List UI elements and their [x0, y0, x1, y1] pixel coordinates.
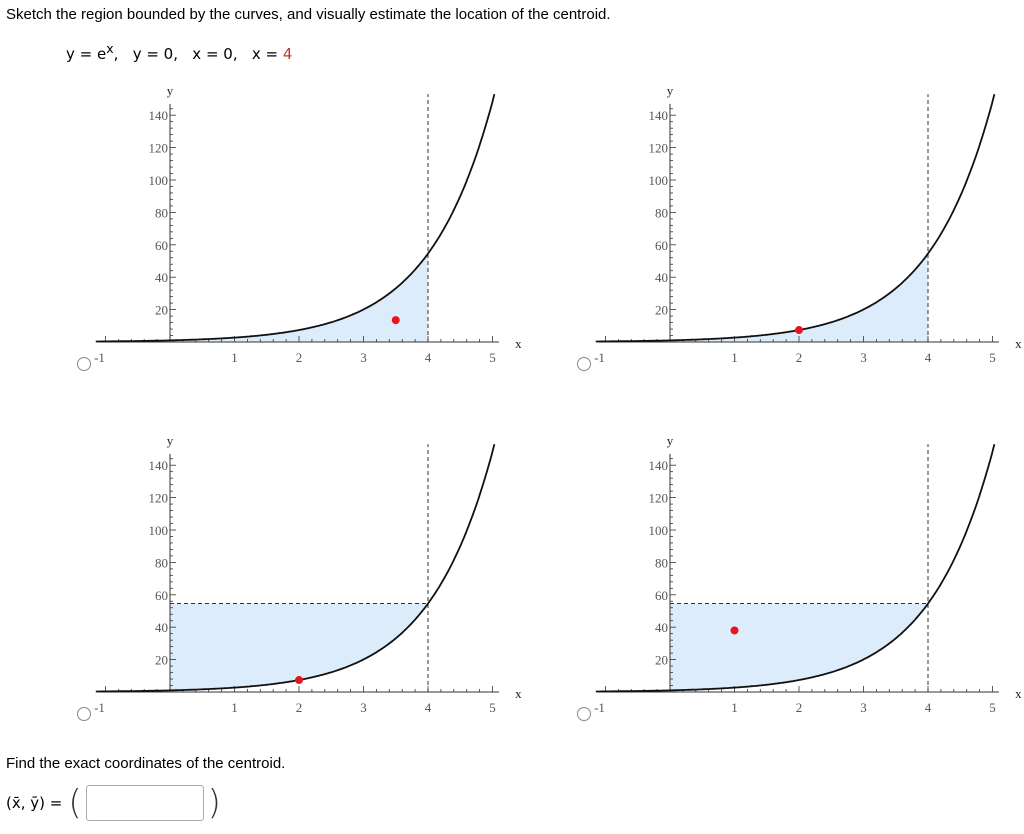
y-tick-label: 140: [149, 108, 169, 123]
graph-1-svg: -1 1 2 3 4 5 20 40 60 80 100 120 140 x y: [94, 83, 522, 365]
radio-option-3[interactable]: [77, 707, 91, 721]
find-prompt: Find the exact coordinates of the centro…: [6, 755, 286, 772]
x-tick-label: -1: [94, 350, 105, 365]
radio-option-4[interactable]: [577, 707, 591, 721]
curve-exp: [595, 443, 996, 693]
x-tick-label: 5: [489, 700, 496, 715]
eq-rest: , y = 0, x = 0, x =: [113, 45, 283, 63]
y-axis-label: y: [667, 83, 674, 98]
graph-option-4[interactable]: -1 1 2 3 4 5 20 40 60 80 100 120 140 x y: [572, 428, 1024, 768]
y-tick-label: 140: [649, 108, 669, 123]
x-tick-label: 3: [360, 350, 367, 365]
radio-option-1[interactable]: [77, 357, 91, 371]
y-tick-label: 60: [155, 238, 168, 253]
y-tick-label: 100: [649, 523, 669, 538]
centroid-point: [391, 316, 400, 325]
y-tick-label: 40: [655, 270, 668, 285]
x-tick-label: 4: [425, 350, 432, 365]
x-tick-label: 2: [796, 700, 803, 715]
x-tick-label: 4: [925, 350, 932, 365]
centroid-label: (x̄, ȳ) =: [6, 794, 63, 812]
x-tick-label: 3: [860, 350, 867, 365]
x-tick-label: 1: [731, 700, 738, 715]
x-tick-label: -1: [594, 700, 605, 715]
question-prompt: Sketch the region bounded by the curves,…: [6, 6, 611, 23]
y-tick-label: 40: [655, 620, 668, 635]
x-tick-label: 3: [360, 700, 367, 715]
y-tick-label: 40: [155, 620, 168, 635]
x-tick-label: 4: [425, 700, 432, 715]
x-axis-label: x: [515, 686, 522, 701]
x-tick-label: 4: [925, 700, 932, 715]
graph-3-svg: -1 1 2 3 4 5 20 40 60 80 100 120 140 x y: [94, 433, 522, 715]
close-paren: ): [207, 783, 221, 823]
shaded-region: [670, 603, 928, 691]
open-paren: (: [68, 783, 82, 823]
curve-exp: [95, 93, 496, 343]
y-tick-label: 80: [655, 555, 668, 570]
shaded-region: [670, 253, 928, 342]
x-tick-label: 1: [731, 350, 738, 365]
y-tick-label: 20: [655, 653, 668, 668]
graph-4-svg: -1 1 2 3 4 5 20 40 60 80 100 120 140 x y: [594, 433, 1022, 715]
graph-option-3[interactable]: -1 1 2 3 4 5 20 40 60 80 100 120 140 x y: [72, 428, 552, 768]
y-tick-label: 60: [655, 238, 668, 253]
centroid-answer-input[interactable]: [85, 785, 204, 821]
centroid-point: [295, 676, 303, 685]
x-tick-label: 1: [231, 700, 238, 715]
curve-equations: y = ex, y = 0, x = 0, x = 4: [66, 41, 292, 63]
x-tick-label: -1: [594, 350, 605, 365]
x-tick-label: 1: [231, 350, 238, 365]
y-axis-label: y: [167, 433, 174, 448]
y-tick-label: 20: [655, 303, 668, 318]
eq-exp: y = e: [66, 45, 107, 63]
y-tick-label: 120: [149, 491, 169, 506]
x-axis-label: x: [1015, 336, 1022, 351]
y-tick-label: 120: [649, 141, 669, 156]
answer-row: (x̄, ȳ) = ( ): [6, 783, 221, 823]
y-tick-label: 20: [155, 303, 168, 318]
y-tick-label: 140: [149, 458, 169, 473]
x-tick-label: 2: [296, 700, 303, 715]
x-tick-label: 5: [989, 700, 996, 715]
centroid-point: [795, 326, 803, 335]
graph-option-2[interactable]: -1 1 2 3 4 5 20 40 60 80 100 120 140 x y: [572, 78, 1024, 418]
radio-option-2[interactable]: [577, 357, 591, 371]
x-tick-label: 3: [860, 700, 867, 715]
centroid-point: [730, 626, 739, 635]
y-tick-label: 120: [649, 491, 669, 506]
x-tick-label: 2: [296, 350, 303, 365]
graph-2-svg: -1 1 2 3 4 5 20 40 60 80 100 120 140 x y: [594, 83, 1022, 365]
y-tick-label: 60: [655, 588, 668, 603]
y-tick-label: 60: [155, 588, 168, 603]
y-tick-label: 40: [155, 270, 168, 285]
eq-exp-power: x: [106, 41, 114, 56]
x-axis-label: x: [1015, 686, 1022, 701]
x-tick-label: 2: [796, 350, 803, 365]
y-tick-label: 120: [149, 141, 169, 156]
y-tick-label: 100: [149, 173, 169, 188]
y-tick-label: 20: [155, 653, 168, 668]
y-axis-label: y: [667, 433, 674, 448]
x-tick-label: -1: [94, 700, 105, 715]
y-axis-label: y: [167, 83, 174, 98]
eq-limit: 4: [282, 45, 293, 63]
y-tick-label: 100: [649, 173, 669, 188]
x-axis-label: x: [515, 336, 522, 351]
x-tick-label: 5: [489, 350, 496, 365]
graph-option-1[interactable]: -1 1 2 3 4 5 20 40 60 80 100 120 140 x y: [72, 78, 552, 418]
x-tick-label: 5: [989, 350, 996, 365]
shaded-region: [170, 253, 428, 342]
y-tick-label: 80: [655, 205, 668, 220]
y-tick-label: 80: [155, 555, 168, 570]
y-tick-label: 80: [155, 205, 168, 220]
y-tick-label: 140: [649, 458, 669, 473]
shaded-region: [170, 603, 428, 691]
y-tick-label: 100: [149, 523, 169, 538]
